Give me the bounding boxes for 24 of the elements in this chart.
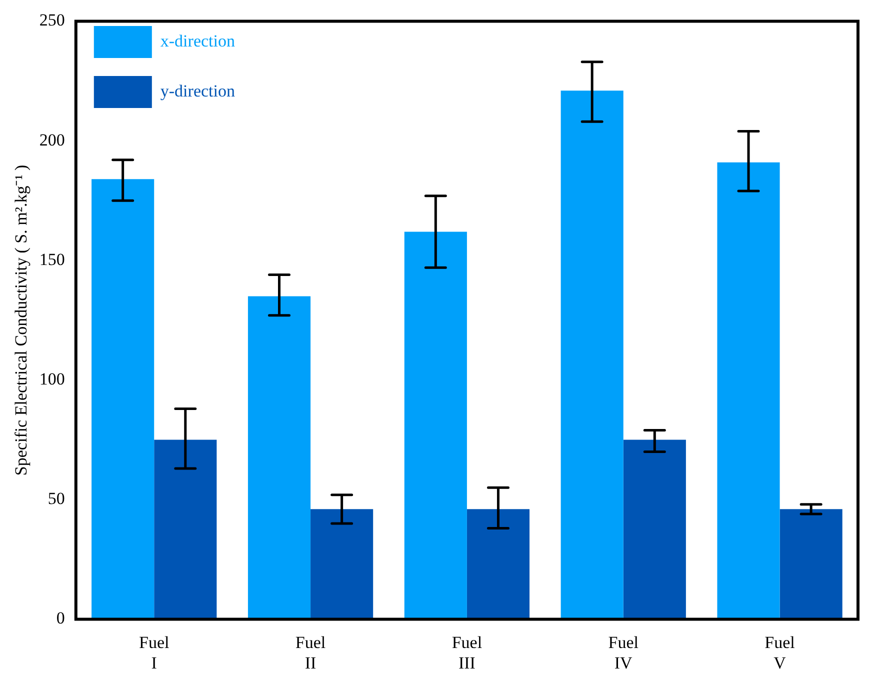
y-tick-label: 150 <box>39 250 65 269</box>
y-tick-label: 0 <box>56 608 65 628</box>
bar <box>248 296 311 620</box>
bar <box>780 509 842 620</box>
y-tick-label: 200 <box>39 130 65 150</box>
x-tick-label: Fuel V <box>764 632 796 672</box>
y-tick-label: 100 <box>39 369 65 388</box>
bar <box>466 509 530 620</box>
y-tick-label: 50 <box>48 489 65 508</box>
x-tick-label: Fuel I <box>138 632 170 672</box>
bar <box>154 440 217 620</box>
bar <box>560 90 624 620</box>
x-tick-label: Fuel II <box>295 632 326 672</box>
x-tick-label: Fuel IV <box>608 632 639 672</box>
y-tick-label: 250 <box>39 10 65 30</box>
legend-label: x-direction <box>160 31 236 50</box>
bar <box>92 179 154 620</box>
bar <box>404 232 467 620</box>
legend-label: y-direction <box>160 81 236 100</box>
x-tick-label: Fuel III <box>452 632 482 672</box>
y-axis-title: Specific Electrical Conductivity ( S. m².kg⁻¹ ) <box>12 164 31 476</box>
bar <box>623 440 686 620</box>
bar <box>717 162 780 620</box>
bar <box>310 509 374 620</box>
